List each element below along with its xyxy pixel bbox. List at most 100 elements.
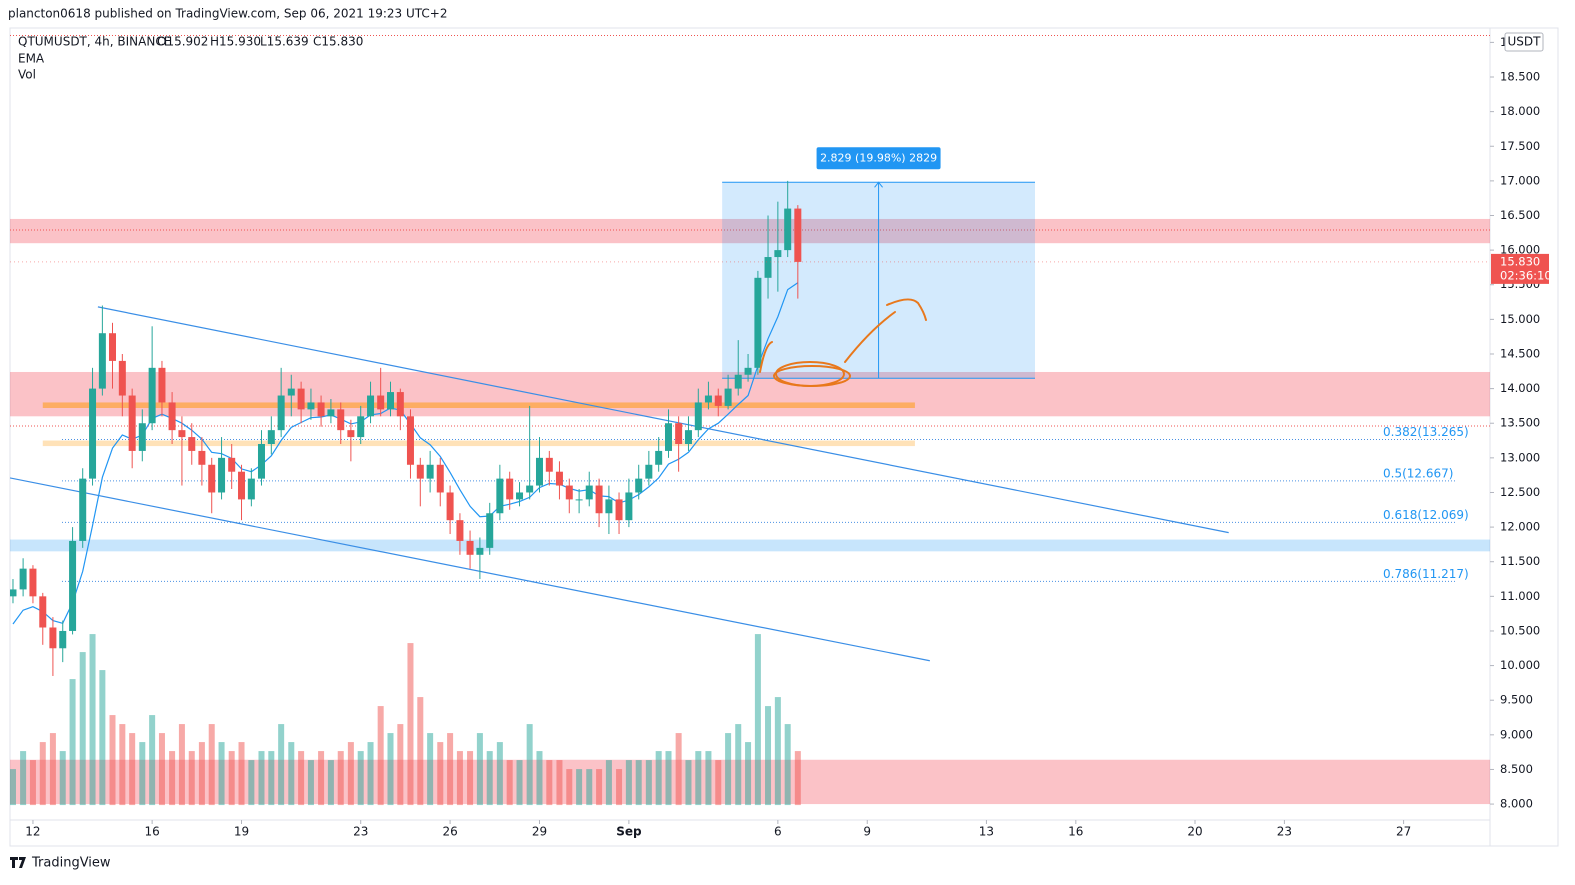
x-tick-label: 6 <box>774 825 782 839</box>
candle-body <box>476 547 484 555</box>
y-tick-label: 15.000 <box>1500 312 1540 326</box>
candle-body <box>79 478 87 541</box>
candle-body <box>307 402 315 410</box>
candle-body <box>247 478 255 500</box>
x-tick-label: 12 <box>25 825 40 839</box>
volume-bar <box>735 724 742 806</box>
volume-bar <box>79 652 86 806</box>
candle-body <box>277 395 285 431</box>
volume-bar <box>69 679 76 806</box>
candle-body <box>10 589 17 597</box>
volume-bar <box>526 724 533 806</box>
volume-bar <box>49 733 56 806</box>
candle-body <box>684 430 692 445</box>
volume-bar <box>596 769 603 806</box>
candle-body <box>645 464 653 479</box>
volume-bar <box>407 643 414 806</box>
candle-body <box>714 395 722 406</box>
candle-body <box>168 402 176 431</box>
x-tick-label: 9 <box>863 825 871 839</box>
volume-bar <box>765 706 772 806</box>
candle-body <box>109 333 117 361</box>
candle-body <box>377 395 385 410</box>
candle-body <box>357 416 365 438</box>
volume-bar <box>447 733 454 806</box>
volume-bar <box>139 742 146 806</box>
candle-body <box>49 627 57 649</box>
ohlc-open: O15.902 <box>157 35 208 49</box>
volume-bar <box>754 634 761 806</box>
volume-bar <box>327 760 334 806</box>
candle-body <box>704 395 712 403</box>
x-tick-label: 19 <box>234 825 249 839</box>
volume-bar <box>169 751 176 806</box>
fib-label: 0.5(12.667) <box>1383 466 1453 480</box>
y-tick-label: 10.000 <box>1500 658 1540 672</box>
volume-bar <box>586 769 593 806</box>
band <box>42 440 915 447</box>
x-tick-label: 23 <box>1277 825 1292 839</box>
y-tick-label: 12.000 <box>1500 520 1540 534</box>
volume-bar <box>39 742 46 806</box>
fib-label: 0.382(13.265) <box>1383 425 1469 439</box>
candle-body <box>724 388 732 406</box>
candle-body <box>456 520 464 541</box>
volume-bar <box>387 733 394 806</box>
volume-bar <box>645 760 652 806</box>
indicator-name: Vol <box>18 68 36 82</box>
x-tick-label: 16 <box>144 825 159 839</box>
x-tick-label: Sep <box>616 825 642 839</box>
hand-stroke <box>759 341 773 373</box>
volume-bar <box>556 760 563 806</box>
y-tick-label: 17.500 <box>1500 139 1540 153</box>
frame <box>9 27 1559 847</box>
y-tick-label: 10.500 <box>1500 623 1540 637</box>
candle-body <box>694 402 702 431</box>
volume-bar <box>20 751 27 806</box>
volume-bar <box>59 751 66 806</box>
candle-body <box>118 360 126 396</box>
indicator-name: EMA <box>18 52 45 66</box>
volume-bar <box>467 751 474 806</box>
candle-body <box>406 416 414 465</box>
candle-body <box>198 450 206 465</box>
measure-arrow-head <box>874 181 883 188</box>
plot-area <box>10 34 1490 806</box>
candle-body <box>257 444 265 479</box>
volume-bar <box>198 742 205 806</box>
brand-logo <box>10 857 26 868</box>
candle-body <box>228 457 236 472</box>
candle-body <box>565 485 573 500</box>
volume-bar <box>784 724 791 806</box>
volume-bar <box>119 724 126 806</box>
volume-bar <box>10 769 16 806</box>
volume-bar <box>129 733 136 806</box>
candle-body <box>208 464 216 493</box>
y-tick-label: 16.000 <box>1500 243 1540 257</box>
volume-bar <box>794 751 801 806</box>
y-tick-label: 18.000 <box>1500 104 1540 118</box>
y-tick-label: 14.500 <box>1500 346 1540 360</box>
candle-body <box>188 437 196 451</box>
currency: USDT <box>1508 35 1542 49</box>
candle-body <box>486 513 494 548</box>
x-tick-label: 23 <box>353 825 368 839</box>
volume-bar <box>377 706 384 806</box>
volume-bar <box>516 760 523 806</box>
ohlc-high: H15.930 <box>210 35 261 49</box>
ohlc-low: L15.639 <box>260 35 309 49</box>
y-tick-label: 12.500 <box>1500 485 1540 499</box>
volume-bar <box>158 733 165 806</box>
currency-box <box>1504 32 1544 52</box>
y-tick-label: 13.500 <box>1500 416 1540 430</box>
y-tick-label: 9.500 <box>1500 693 1533 707</box>
volume-bar <box>248 760 255 806</box>
candle-body <box>148 367 156 424</box>
candle-body <box>158 367 166 403</box>
volume-bar <box>675 733 682 806</box>
volume-bar <box>238 742 245 806</box>
brand: TradingView <box>31 856 111 871</box>
countdown: 02:36:10 <box>1500 268 1552 282</box>
volume-bar <box>268 751 275 806</box>
volume-bar <box>228 751 235 806</box>
